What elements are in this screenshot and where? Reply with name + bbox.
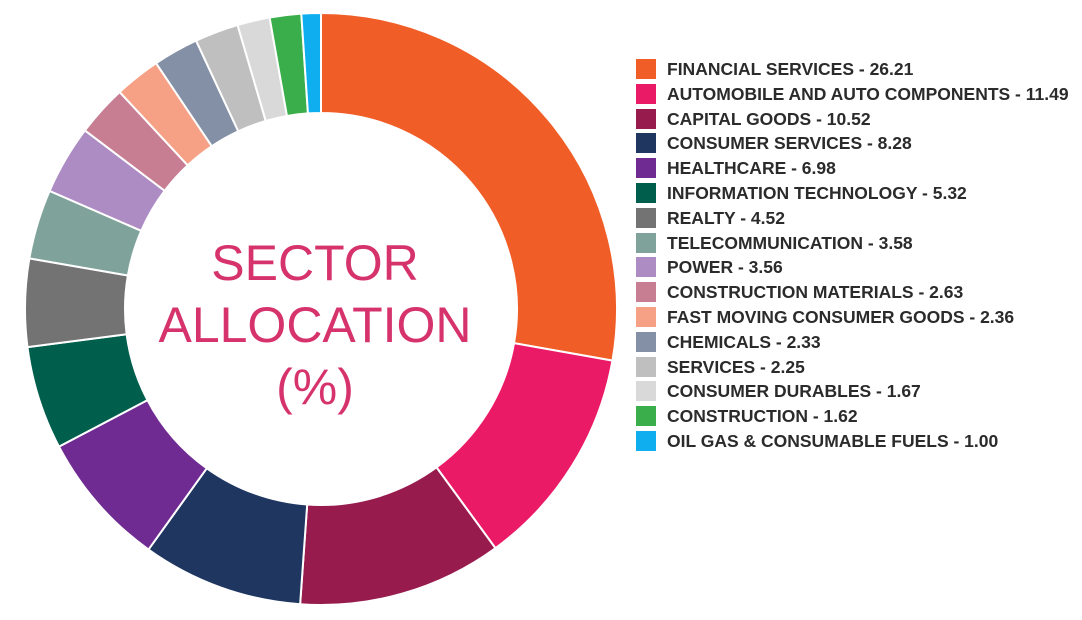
legend-label: INFORMATION TECHNOLOGY - 5.32 <box>667 182 967 203</box>
legend-swatch <box>636 356 656 377</box>
legend-item-services: SERVICES - 2.25 <box>636 356 1076 379</box>
legend-label: AUTOMOBILE AND AUTO COMPONENTS - 11.49 <box>667 83 1069 104</box>
legend-item-information-technology: INFORMATION TECHNOLOGY - 5.32 <box>636 182 1076 205</box>
slice-financial-services <box>320 11 618 362</box>
legend-label: FINANCIAL SERVICES - 26.21 <box>667 59 914 79</box>
legend-swatch <box>636 232 656 253</box>
legend-swatch <box>636 381 656 402</box>
chart-title-line-2: ALLOCATION <box>158 297 472 353</box>
legend-swatch <box>636 133 656 154</box>
legend-item-automobile: AUTOMOBILE AND AUTO COMPONENTS - 11.49 <box>636 83 1076 106</box>
legend-swatch <box>636 257 656 278</box>
legend-swatch <box>636 306 656 327</box>
legend-label: POWER - 3.56 <box>667 257 783 278</box>
donut-chart <box>24 11 618 606</box>
legend-label: CONSTRUCTION - 1.62 <box>667 406 858 427</box>
legend-item-financial-services: FINANCIAL SERVICES - 26.21 <box>636 58 1076 81</box>
legend-swatch <box>636 406 656 427</box>
chart-title-line-3: (%) <box>276 359 354 415</box>
chart-legend: FINANCIAL SERVICES - 26.21 AUTOMOBILE AN… <box>636 58 1076 455</box>
slice-oil-gas-consumable-fuels <box>300 11 322 115</box>
legend-label: HEALTHCARE - 6.98 <box>667 158 836 179</box>
legend-label: TELECOMMUNICATION - 3.58 <box>667 232 913 253</box>
legend-swatch <box>636 83 656 104</box>
legend-item-power: POWER - 3.56 <box>636 256 1076 279</box>
legend-swatch <box>636 430 656 451</box>
legend-item-construction-materials: CONSTRUCTION MATERIALS - 2.63 <box>636 281 1076 304</box>
legend-swatch <box>636 331 656 352</box>
legend-label: CONSTRUCTION MATERIALS - 2.63 <box>667 282 964 303</box>
legend-label: CONSUMER SERVICES - 8.28 <box>667 133 912 154</box>
legend-item-healthcare: HEALTHCARE - 6.98 <box>636 157 1076 180</box>
legend-item-chemicals: CHEMICALS - 2.33 <box>636 331 1076 354</box>
legend-swatch <box>636 158 656 179</box>
legend-item-realty: REALTY - 4.52 <box>636 207 1076 230</box>
legend-label: SERVICES - 2.25 <box>667 356 805 377</box>
legend-label: CAPITAL GOODS - 10.52 <box>667 108 871 129</box>
legend-item-oil-gas: OIL GAS & CONSUMABLE FUELS - 1.00 <box>636 430 1076 453</box>
legend-label: CHEMICALS - 2.33 <box>667 331 821 352</box>
legend-swatch <box>636 282 656 303</box>
chart-title-line-1: SECTOR <box>211 235 419 291</box>
legend-label: FAST MOVING CONSUMER GOODS - 2.36 <box>667 306 1015 327</box>
legend-item-fmcg: FAST MOVING CONSUMER GOODS - 2.36 <box>636 306 1076 329</box>
legend-swatch <box>636 59 656 79</box>
legend-item-consumer-durables: CONSUMER DURABLES - 1.67 <box>636 380 1076 403</box>
legend-swatch <box>636 108 656 129</box>
legend-label: CONSUMER DURABLES - 1.67 <box>667 381 921 402</box>
legend-item-capital-goods: CAPITAL GOODS - 10.52 <box>636 108 1076 131</box>
legend-label: REALTY - 4.52 <box>667 207 785 228</box>
legend-swatch <box>636 182 656 203</box>
legend-item-consumer-services: CONSUMER SERVICES - 8.28 <box>636 132 1076 155</box>
legend-item-telecommunication: TELECOMMUNICATION - 3.58 <box>636 232 1076 255</box>
legend-item-construction: CONSTRUCTION - 1.62 <box>636 405 1076 428</box>
legend-label: OIL GAS & CONSUMABLE FUELS - 1.00 <box>667 430 999 451</box>
legend-swatch <box>636 207 656 228</box>
chart-title: SECTOR ALLOCATION (%) <box>150 232 480 418</box>
